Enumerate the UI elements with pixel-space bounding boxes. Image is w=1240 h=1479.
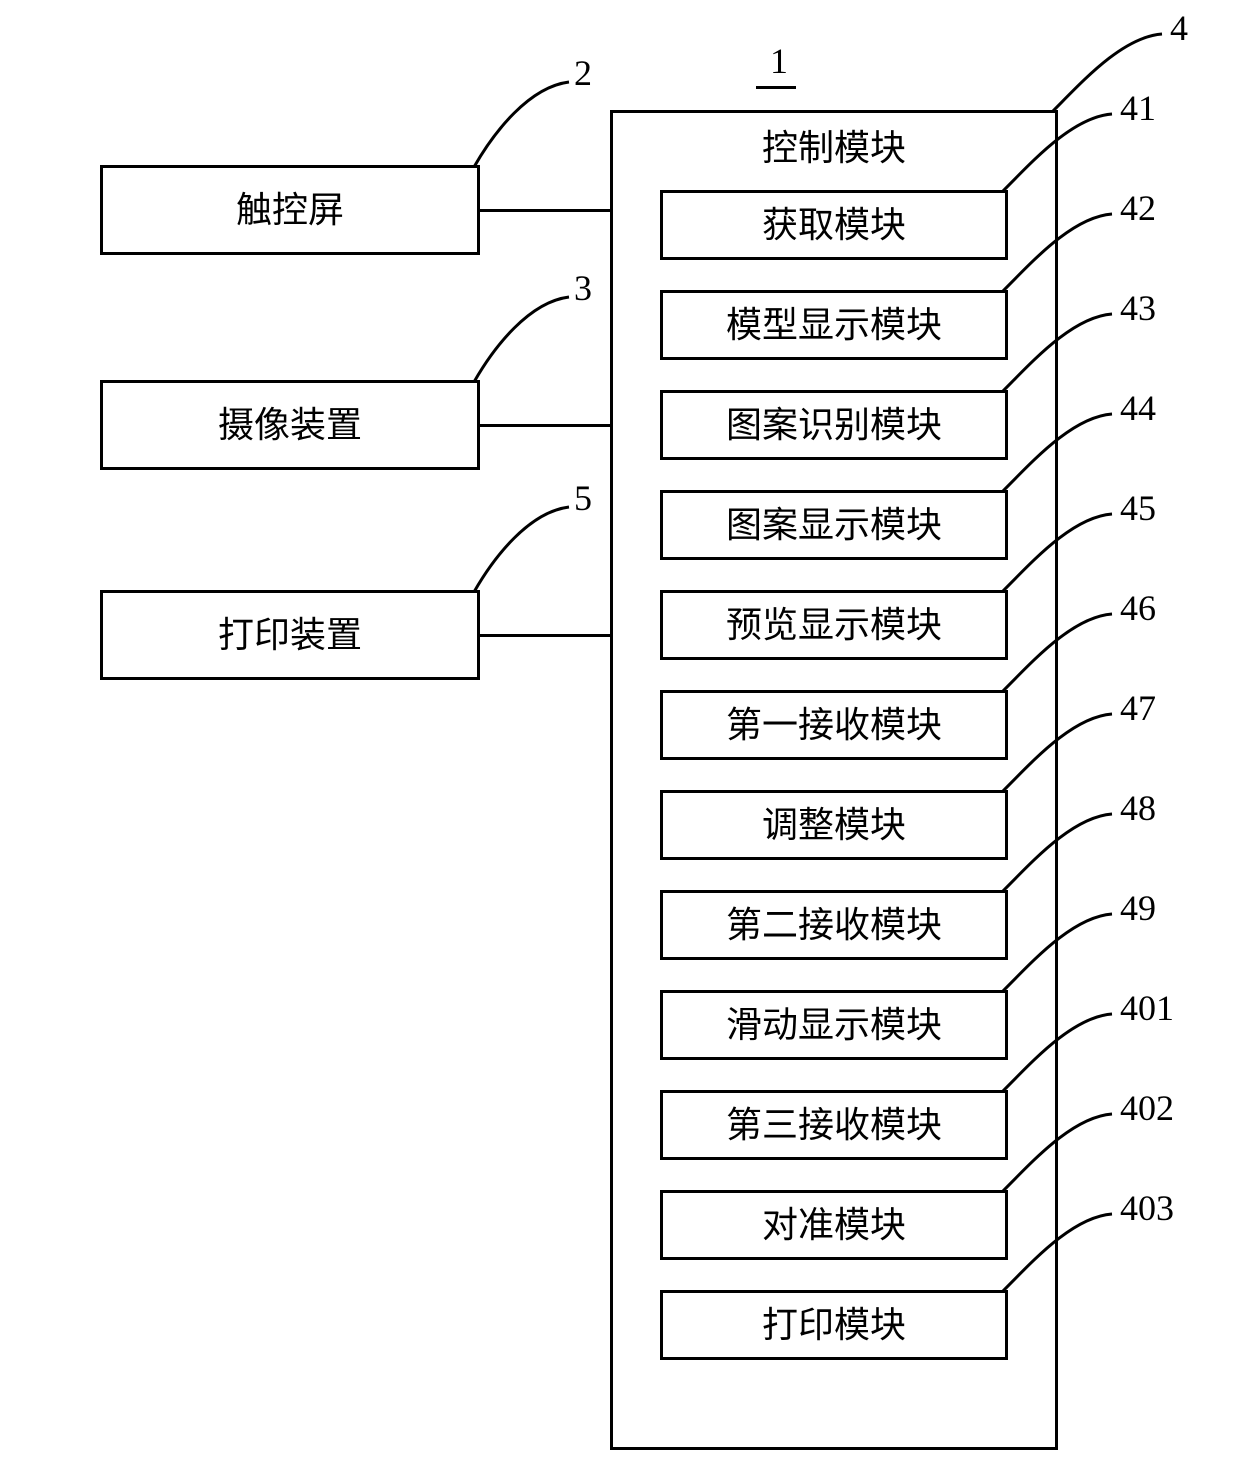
connector-printer [480,634,610,637]
block-touchscreen: 触控屏 [100,165,480,255]
block-label-slide-disp: 滑动显示模块 [726,1007,942,1043]
block-label-recv3: 第三接收模块 [726,1107,942,1143]
block-label-pattern-recog: 图案识别模块 [726,407,942,443]
block-label-recv1: 第一接收模块 [726,707,942,743]
block-label-recv2: 第二接收模块 [726,907,942,943]
block-pattern-disp: 图案显示模块 [660,490,1008,560]
block-align: 对准模块 [660,1190,1008,1260]
ref-num-402: 402 [1120,1087,1174,1129]
block-label-adjust: 调整模块 [762,807,906,843]
block-label-acquire: 获取模块 [762,207,906,243]
ref-num-46: 46 [1120,587,1156,629]
connector-touchscreen [480,209,610,212]
block-print: 打印模块 [660,1290,1008,1360]
block-model-display: 模型显示模块 [660,290,1008,360]
ref-num-41: 41 [1120,87,1156,129]
ref-num-3: 3 [574,267,592,309]
block-label-model-display: 模型显示模块 [726,307,942,343]
block-pattern-recog: 图案识别模块 [660,390,1008,460]
ref-num-43: 43 [1120,287,1156,329]
ref-num-48: 48 [1120,787,1156,829]
connector-camera [480,424,610,427]
ref-num-44: 44 [1120,387,1156,429]
block-adjust: 调整模块 [660,790,1008,860]
ref-num-49: 49 [1120,887,1156,929]
block-label-align: 对准模块 [762,1207,906,1243]
ref-num-5: 5 [574,477,592,519]
block-preview-disp: 预览显示模块 [660,590,1008,660]
diagram-canvas: 1 控制模块 4 触控屏 2 摄像装置 3 打印装置 5 获取模块 41 模型显示模块 42 图案识别模块… [0,0,1240,1479]
ref-underline-1 [756,86,796,89]
block-printer: 打印装置 [100,590,480,680]
ref-num-2: 2 [574,52,592,94]
block-label-camera: 摄像装置 [218,407,362,443]
control-module-title: 控制模块 [610,130,1058,166]
ref-num-1: 1 [770,40,788,82]
block-label-print: 打印模块 [762,1307,906,1343]
ref-num-47: 47 [1120,687,1156,729]
block-label-preview-disp: 预览显示模块 [726,607,942,643]
block-label-printer: 打印装置 [218,617,362,653]
block-slide-disp: 滑动显示模块 [660,990,1008,1060]
ref-num-42: 42 [1120,187,1156,229]
ref-num-45: 45 [1120,487,1156,529]
ref-num-4: 4 [1170,7,1188,49]
block-label-pattern-disp: 图案显示模块 [726,507,942,543]
block-recv1: 第一接收模块 [660,690,1008,760]
ref-num-403: 403 [1120,1187,1174,1229]
block-acquire: 获取模块 [660,190,1008,260]
block-recv2: 第二接收模块 [660,890,1008,960]
ref-num-401: 401 [1120,987,1174,1029]
block-recv3: 第三接收模块 [660,1090,1008,1160]
block-camera: 摄像装置 [100,380,480,470]
block-label-touchscreen: 触控屏 [236,192,344,228]
